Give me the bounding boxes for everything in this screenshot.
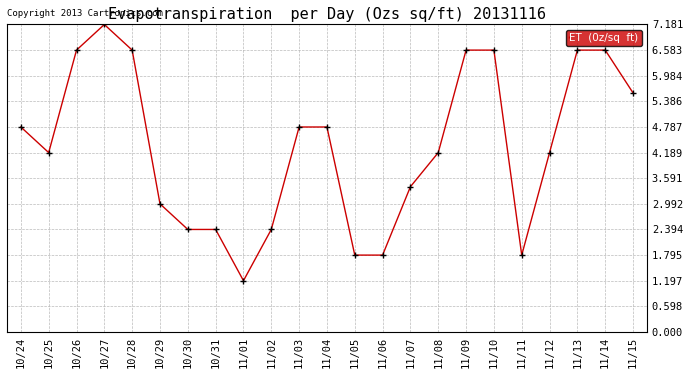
Title: Evapotranspiration  per Day (Ozs sq/ft) 20131116: Evapotranspiration per Day (Ozs sq/ft) 2…: [108, 7, 546, 22]
Text: Copyright 2013 Cartronics.com: Copyright 2013 Cartronics.com: [7, 9, 163, 18]
Legend: ET  (0z/sq  ft): ET (0z/sq ft): [566, 30, 642, 46]
